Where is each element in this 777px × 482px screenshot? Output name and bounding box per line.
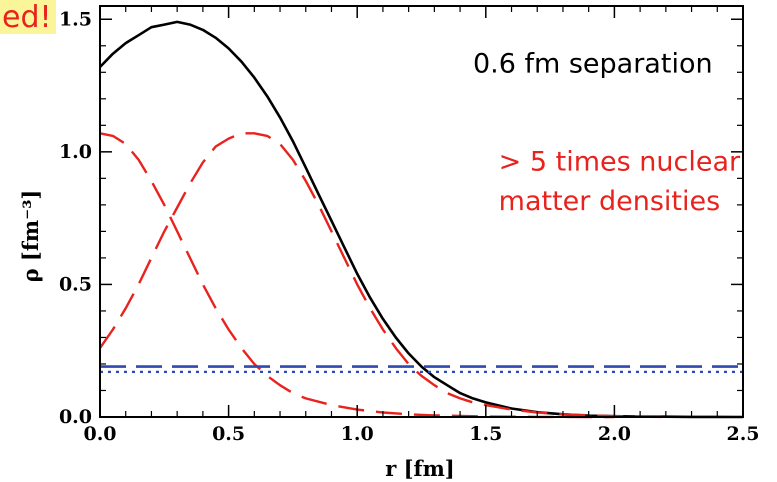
annotation-separation: 0.6 fm separation (473, 48, 713, 79)
y-tick-label: 1.0 (59, 141, 92, 163)
annotation-density-line2: matter densities (499, 186, 721, 217)
x-tick-label: 2.0 (598, 423, 631, 445)
x-tick-label: 1.5 (469, 423, 502, 445)
x-tick-label: 0.0 (83, 423, 116, 445)
y-tick-label: 0.0 (59, 406, 92, 428)
corner-highlight (0, 0, 56, 34)
series-line-0 (99, 20, 744, 419)
y-tick-label: 0.5 (59, 273, 92, 295)
x-axis-label: r [fm] (385, 456, 455, 481)
x-tick-label: 1.0 (341, 423, 374, 445)
annotation-density-line1: > 5 times nuclear (499, 146, 741, 177)
x-tick-label: 0.5 (212, 423, 245, 445)
y-axis-label: ρ [fm⁻³] (18, 190, 43, 283)
x-tick-label: 2.5 (726, 423, 759, 445)
y-tick-label: 1.5 (59, 8, 92, 30)
ticks-layer: 0.0 0.5 1.0 1.5 2.0 2.5 0.0 0.5 1.0 1.5 (59, 6, 760, 445)
series-line-2 (99, 132, 666, 419)
corner-label: ed! (2, 0, 52, 35)
plot-frame (99, 5, 744, 418)
series-layer (99, 20, 744, 419)
